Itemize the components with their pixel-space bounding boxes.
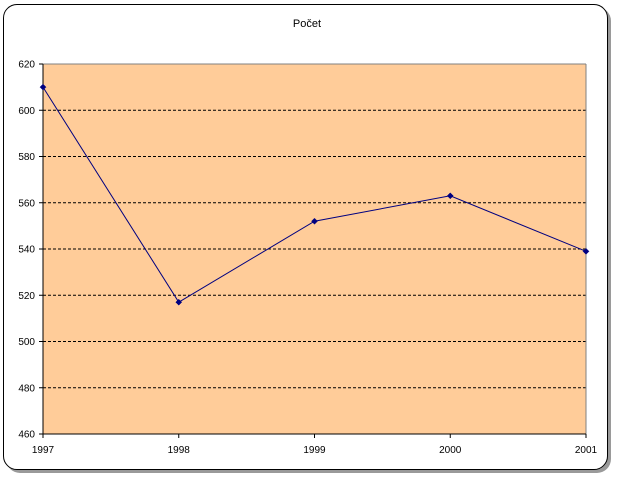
data-point-marker	[582, 247, 590, 255]
data-point-marker	[446, 192, 454, 200]
data-series	[39, 83, 590, 306]
grid-lines	[39, 63, 587, 435]
x-tick-label: 1998	[168, 445, 191, 456]
x-tick-label: 1999	[303, 445, 326, 456]
data-point-marker	[311, 217, 318, 225]
y-tick-label: 460	[18, 430, 35, 441]
x-tick-label: 1997	[32, 445, 55, 456]
x-axis-tick-labels: 1997 1998 1999 2000 2001	[32, 445, 598, 456]
x-tick-label: 2000	[439, 445, 462, 456]
y-tick-label: 620	[18, 60, 35, 71]
y-tick-label: 500	[18, 337, 35, 348]
y-tick-label: 600	[18, 106, 35, 117]
y-tick-label: 480	[18, 383, 35, 394]
axes	[42, 64, 587, 438]
y-tick-label: 540	[18, 245, 35, 256]
y-tick-label: 520	[18, 291, 35, 302]
y-axis-tick-labels: 460 480 500 520 540 560 580 600 620	[18, 60, 35, 441]
data-point-marker	[39, 83, 47, 91]
y-tick-label: 580	[18, 152, 35, 163]
data-point-marker	[175, 298, 183, 306]
x-tick-label: 2001	[575, 445, 598, 456]
y-tick-label: 560	[18, 198, 35, 209]
chart-title: Počet	[293, 18, 321, 30]
